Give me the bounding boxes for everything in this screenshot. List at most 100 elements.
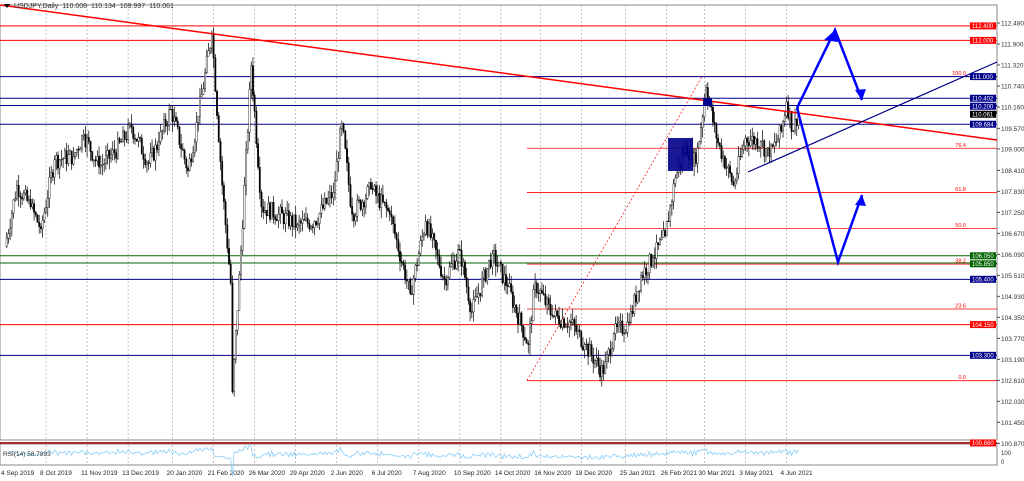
- dropdown-triangle-icon[interactable]: [4, 4, 10, 9]
- candle-body: [260, 192, 263, 208]
- candle-body: [323, 197, 326, 209]
- candle-body: [624, 332, 627, 334]
- candle-body: [371, 188, 374, 190]
- candle-body: [187, 167, 189, 171]
- fib-level-label: 76.4: [955, 143, 966, 149]
- date-tick-label: 26 Feb 2021: [661, 470, 698, 477]
- candle-body: [293, 214, 295, 227]
- candle-body: [537, 292, 540, 294]
- price-tick-label: 112.480: [1001, 21, 1024, 28]
- candle-body: [176, 120, 179, 127]
- candle-body: [264, 210, 266, 213]
- date-tick-label: 21 Feb 2020: [208, 470, 245, 477]
- fib-level-label: 50.0: [955, 223, 966, 229]
- candle-body: [778, 125, 781, 140]
- candle-body: [339, 128, 342, 159]
- candle-body: [539, 290, 542, 294]
- candle-body: [650, 254, 653, 267]
- candle-body: [380, 194, 383, 208]
- candle-body: [317, 223, 319, 225]
- candle-body: [93, 159, 95, 161]
- candle-body: [773, 141, 776, 147]
- candle-body: [347, 162, 350, 185]
- candle-body: [724, 156, 726, 169]
- candle-body: [55, 155, 58, 161]
- candle-body: [36, 214, 39, 223]
- candle-body: [373, 185, 376, 190]
- date-tick-label: 3 May 2021: [739, 470, 773, 477]
- fib-level-label: 0.0: [958, 375, 966, 381]
- price-tick-label: 111.320: [1001, 63, 1024, 70]
- zone-rectangle: [668, 138, 693, 171]
- date-tick-label: 4 Sep 2019: [1, 470, 35, 477]
- candle-body: [486, 268, 489, 282]
- candle-body: [329, 192, 331, 199]
- candle-body: [753, 135, 755, 145]
- candle-body: [277, 213, 280, 222]
- candle-body: [518, 312, 521, 325]
- candle-body: [638, 290, 641, 292]
- candle-body: [89, 141, 92, 152]
- candle-body: [183, 149, 186, 160]
- candle-body: [202, 88, 205, 95]
- candle-body: [382, 194, 384, 202]
- candle-body: [147, 162, 150, 164]
- candle-body: [152, 147, 155, 161]
- candle-body: [289, 215, 292, 227]
- candle-body: [556, 310, 559, 317]
- candle-body: [334, 180, 336, 193]
- candle-body: [496, 265, 499, 267]
- candle-body: [546, 298, 548, 305]
- candle-body: [298, 220, 301, 226]
- candle-body: [390, 213, 393, 218]
- candle-body: [768, 147, 771, 157]
- candle-body: [159, 131, 162, 142]
- candle-body: [488, 259, 490, 269]
- candle-body: [144, 159, 147, 165]
- candle-body: [19, 195, 22, 198]
- candle-body: [337, 158, 340, 162]
- candle-body: [17, 184, 20, 197]
- candle-body: [231, 282, 234, 392]
- candle-body: [701, 116, 704, 128]
- candle-body: [426, 221, 429, 236]
- candle-body: [40, 226, 42, 229]
- candle-body: [217, 115, 220, 142]
- fib-level-label: 100.0: [952, 71, 966, 77]
- candle-body: [749, 140, 752, 147]
- candle-body: [462, 261, 465, 267]
- candle-body: [484, 269, 487, 282]
- candle-body: [612, 333, 615, 349]
- candle-body: [115, 152, 118, 159]
- candle-body: [741, 149, 743, 157]
- candle-body: [448, 266, 451, 278]
- candle-body: [192, 152, 194, 162]
- candle-body: [440, 266, 442, 277]
- candle-body: [739, 155, 742, 157]
- candle-body: [402, 262, 405, 266]
- projection-arrow-down: [795, 107, 864, 267]
- candle-body: [22, 192, 25, 200]
- candle-body: [67, 154, 70, 165]
- candle-body: [255, 110, 258, 144]
- price-tick-label: 104.350: [1001, 315, 1024, 322]
- candle-body: [294, 214, 297, 228]
- candle-body: [91, 151, 94, 161]
- candle-body: [267, 202, 270, 216]
- candle-body: [626, 321, 629, 333]
- candle-body: [128, 123, 131, 126]
- candle-body: [282, 212, 285, 225]
- candle-body: [424, 221, 427, 235]
- candle-body: [74, 152, 77, 157]
- candle-body: [494, 250, 497, 266]
- candle-body: [212, 32, 215, 59]
- candle-body: [122, 131, 124, 143]
- candle-body: [693, 152, 696, 167]
- candle-body: [358, 199, 360, 201]
- candle-body: [783, 115, 786, 122]
- candle-body: [676, 172, 678, 179]
- candle-body: [771, 144, 774, 147]
- candle-body: [433, 233, 436, 241]
